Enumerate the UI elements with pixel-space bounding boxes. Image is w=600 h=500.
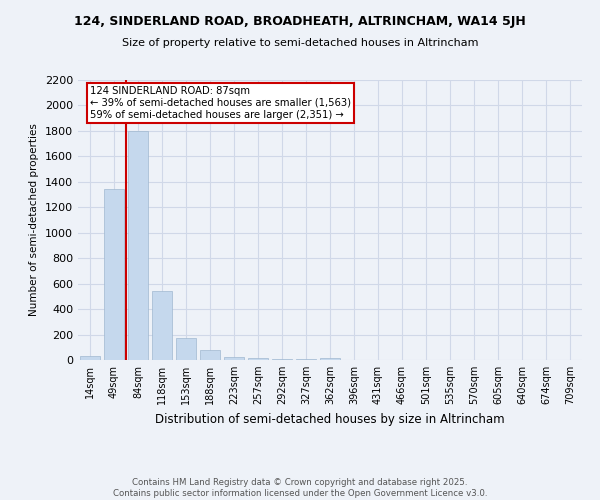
Bar bbox=[80, 356, 100, 360]
X-axis label: Distribution of semi-detached houses by size in Altrincham: Distribution of semi-detached houses by … bbox=[155, 412, 505, 426]
Text: Contains HM Land Registry data © Crown copyright and database right 2025.
Contai: Contains HM Land Registry data © Crown c… bbox=[113, 478, 487, 498]
Bar bbox=[152, 292, 172, 360]
Text: 124, SINDERLAND ROAD, BROADHEATH, ALTRINCHAM, WA14 5JH: 124, SINDERLAND ROAD, BROADHEATH, ALTRIN… bbox=[74, 15, 526, 28]
Bar bbox=[224, 357, 244, 360]
Bar bbox=[104, 190, 124, 360]
Bar bbox=[248, 358, 268, 360]
Text: Size of property relative to semi-detached houses in Altrincham: Size of property relative to semi-detach… bbox=[122, 38, 478, 48]
Bar bbox=[176, 338, 196, 360]
Text: 124 SINDERLAND ROAD: 87sqm
← 39% of semi-detached houses are smaller (1,563)
59%: 124 SINDERLAND ROAD: 87sqm ← 39% of semi… bbox=[90, 86, 351, 120]
Bar bbox=[272, 358, 292, 360]
Bar bbox=[200, 350, 220, 360]
Bar bbox=[128, 131, 148, 360]
Y-axis label: Number of semi-detached properties: Number of semi-detached properties bbox=[29, 124, 40, 316]
Bar bbox=[320, 358, 340, 360]
